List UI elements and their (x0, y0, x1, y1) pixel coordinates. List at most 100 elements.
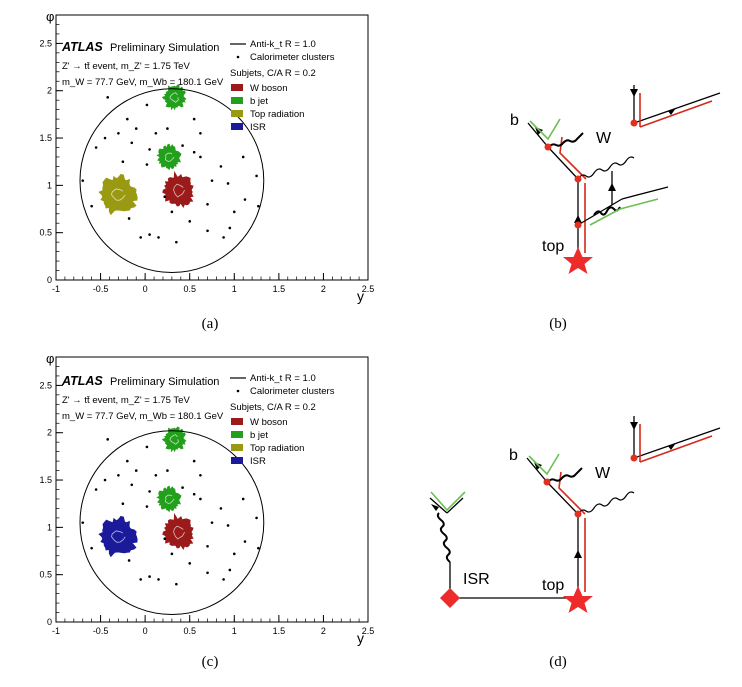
cluster-point (81, 521, 85, 524)
subjet-inner-boundary (173, 525, 185, 540)
x-tick-label: -0.5 (93, 626, 109, 636)
x-tick-label: 0.5 (183, 284, 196, 294)
cluster-point (130, 141, 134, 145)
b-quark-line (546, 481, 579, 515)
x-axis-title: y (357, 288, 364, 304)
legend-swatch (231, 431, 243, 438)
arrow-icon (668, 443, 676, 450)
legend-label: b jet (250, 430, 268, 441)
cluster-point (117, 474, 120, 477)
label-w: W (595, 465, 611, 482)
subjet-region (156, 143, 182, 171)
subjets-title: Subjets, C/A R = 0.2 (230, 68, 316, 79)
caption-d: (d) (549, 654, 567, 670)
cluster-point (154, 132, 158, 135)
x-tick-label: 2 (321, 626, 326, 636)
cluster-point (134, 127, 138, 130)
cluster-point (127, 559, 131, 562)
legend-cluster-marker (236, 55, 240, 59)
subjet-legend: W boson b jet Top radiation ISR (231, 417, 304, 467)
cluster-point (145, 505, 149, 508)
legend-label: b jet (250, 96, 268, 107)
y-tick-label: 1 (47, 180, 52, 190)
w-decay-quark (633, 427, 721, 459)
cluster-point (243, 198, 247, 201)
cluster-point (232, 552, 236, 556)
legend-label: Top radiation (250, 443, 304, 454)
atlas-label: ATLAS (61, 40, 103, 54)
cluster-point (257, 204, 260, 208)
label-top: top (542, 238, 564, 255)
top-star-icon (563, 247, 593, 274)
plot-frame (55, 356, 369, 623)
arrow-icon (630, 422, 638, 430)
label-b: b (509, 447, 518, 464)
cluster-point (103, 478, 107, 482)
cluster-point (206, 571, 209, 575)
process-label: Z' → tt̄ event, m_Z' = 1.75 TeV (62, 61, 190, 72)
cluster-point (192, 150, 196, 154)
x-tick-label: 1.5 (273, 284, 286, 294)
cluster-point (255, 174, 258, 178)
b-green-line (529, 118, 561, 141)
w-boson-line (577, 156, 635, 180)
cluster-point (199, 132, 202, 135)
cluster-point (241, 155, 245, 159)
cluster-point (121, 160, 125, 163)
mass-label: m_W = 77.7 GeV, m_Wb = 180.1 GeV (62, 411, 224, 422)
y-tick-label: 2 (47, 428, 52, 438)
b-quark-line (547, 146, 579, 180)
legend-cluster-marker (236, 389, 240, 393)
caption-a: (a) (201, 316, 219, 332)
arrow-icon (431, 504, 439, 511)
cluster-point (139, 236, 142, 239)
y-tick-label: 1.5 (39, 133, 52, 143)
cluster-point (226, 524, 230, 527)
x-tick-label: 2.5 (362, 284, 375, 294)
cluster-point (228, 568, 232, 572)
cluster-point (175, 240, 178, 244)
plot-frame (55, 14, 369, 281)
x-tick-label: -1 (52, 626, 60, 636)
subjet-region (161, 84, 187, 111)
w-decay-quark (633, 92, 721, 124)
cluster-point (163, 537, 167, 541)
b-red-line (558, 471, 586, 515)
cluster-point (199, 155, 202, 159)
gluon-isr (436, 512, 451, 563)
b-red-line (559, 136, 587, 180)
subjet-inner-boundary (111, 188, 126, 201)
cluster-point (127, 217, 131, 220)
arrow-icon (630, 89, 638, 97)
feynman-diagram-b: b W top (510, 85, 721, 274)
x-tick-label: 2 (321, 284, 326, 294)
cluster-point (226, 182, 230, 185)
cluster-point (222, 578, 225, 581)
cluster-point (126, 117, 129, 121)
cluster-point (210, 179, 214, 182)
subjets-title: Subjets, C/A R = 0.2 (230, 402, 316, 413)
subjet-region (161, 426, 187, 453)
x-tick-label: -0.5 (93, 284, 109, 294)
atlas-label: ATLAS (61, 374, 103, 388)
legend-swatch (231, 444, 243, 451)
y-tick-label: 0.5 (39, 570, 52, 580)
radiation-quark (621, 186, 669, 200)
cluster-point (90, 546, 93, 550)
cluster-point (170, 210, 174, 214)
subjet-region (156, 485, 182, 513)
legend-label: W boson (250, 417, 288, 428)
y-tick-label: 0.5 (39, 228, 52, 238)
legend-cluster-label: Calorimeter clusters (250, 386, 335, 397)
cluster-point (145, 103, 149, 107)
arrow-icon (608, 183, 616, 191)
x-tick-label: 0.5 (183, 626, 196, 636)
label-top: top (542, 577, 564, 594)
cluster-point (206, 544, 209, 548)
y-tick-label: 2.5 (39, 38, 52, 48)
cluster-point (166, 127, 169, 130)
y-tick-label: 0 (47, 617, 52, 627)
anti-kt-jet-circle (79, 88, 265, 274)
cluster-point (243, 540, 247, 543)
subjet-region (98, 173, 138, 216)
